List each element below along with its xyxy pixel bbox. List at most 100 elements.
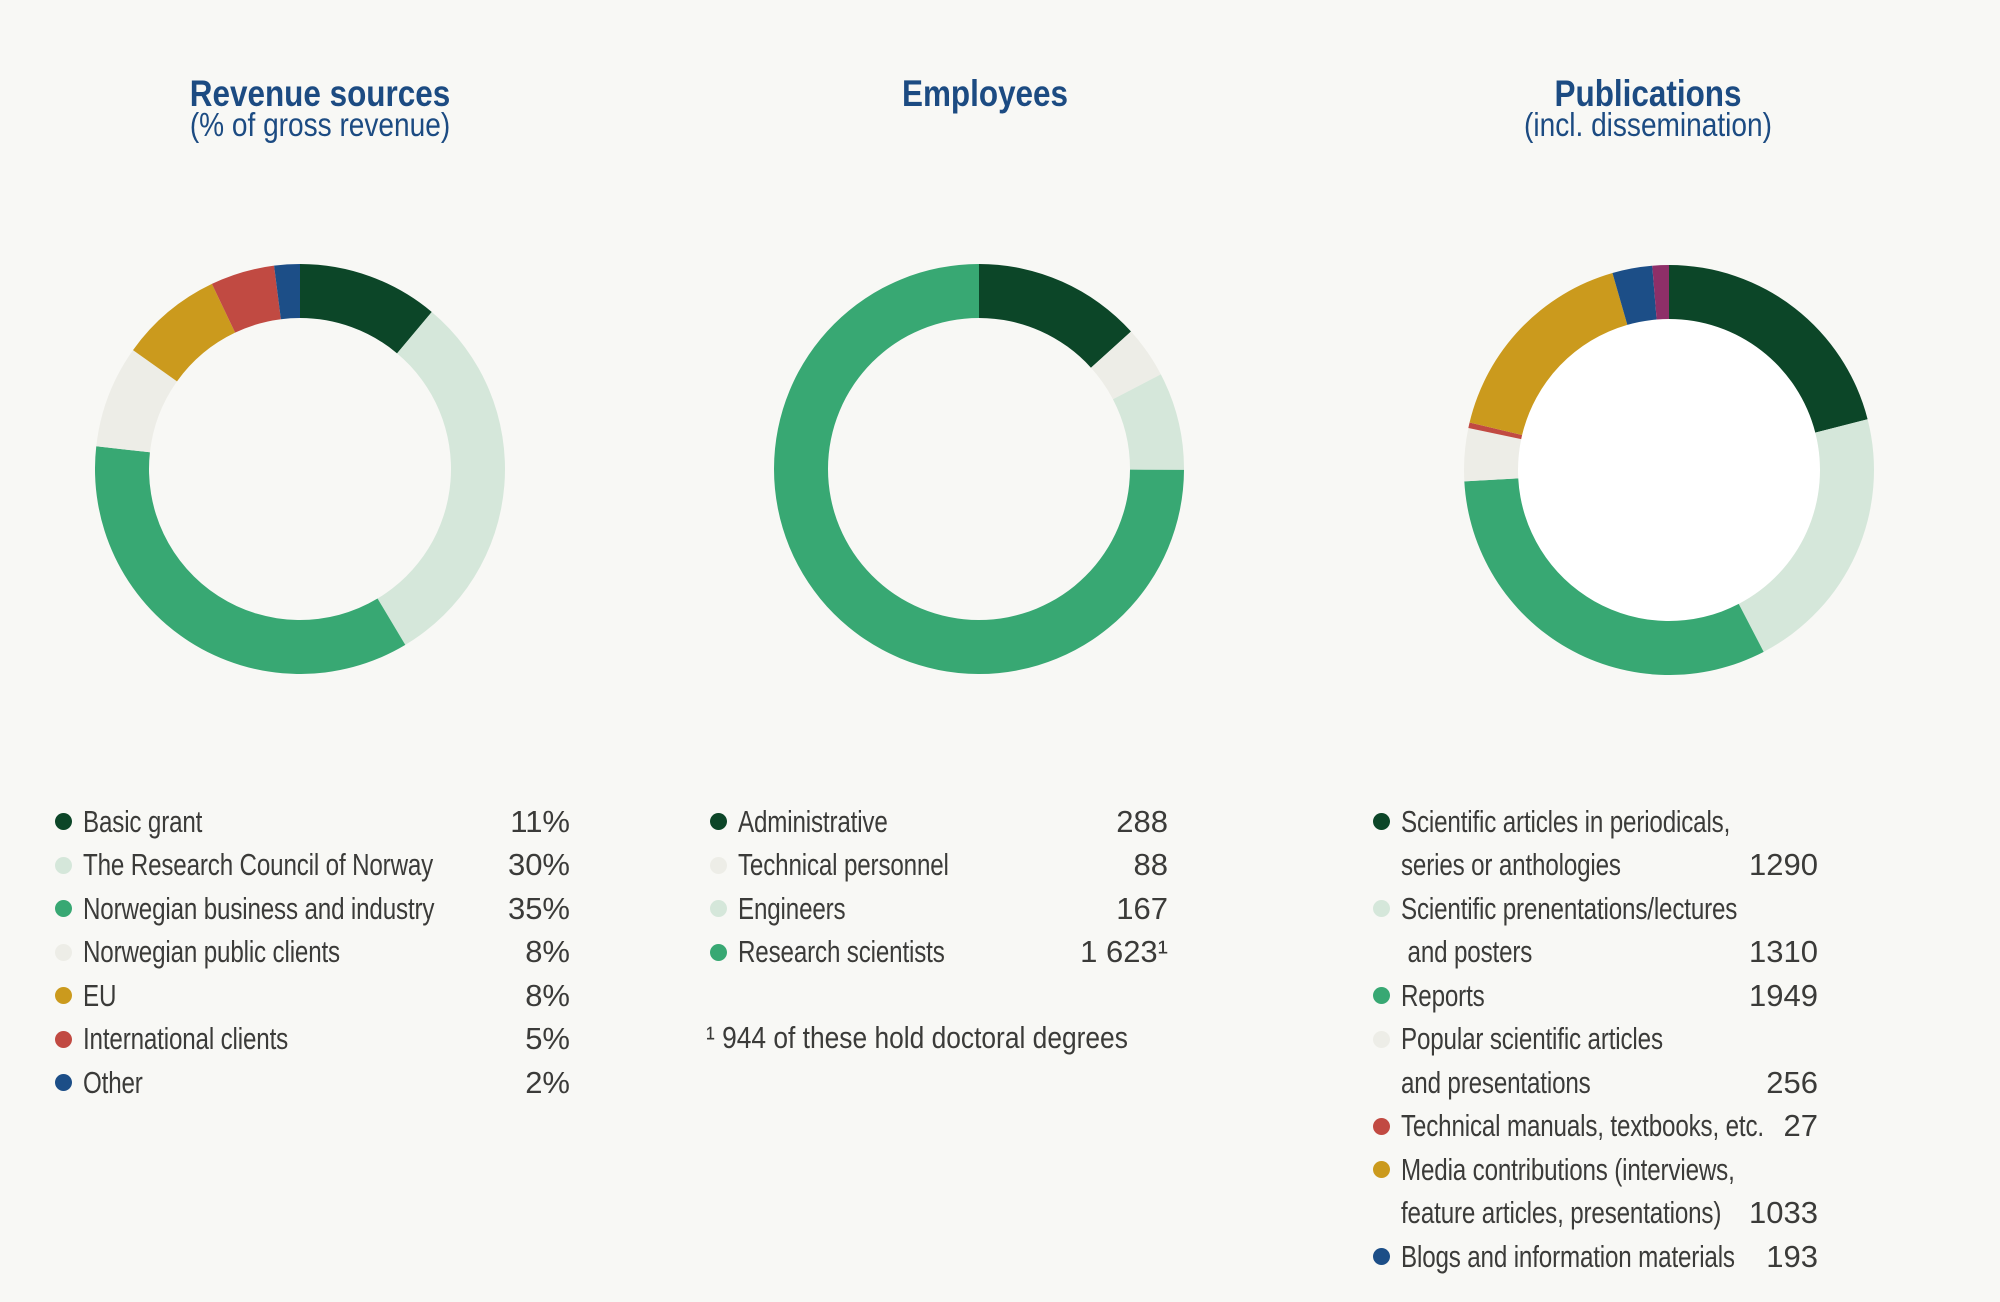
legend-dot xyxy=(1373,1248,1390,1266)
legend-item-line: series or anthologies 1290 xyxy=(1373,844,1818,888)
legend-item-value: 88 xyxy=(1133,847,1168,883)
legend-item-label: Norwegian business and industry xyxy=(83,890,435,926)
legend-item-label: and presentations xyxy=(1401,1064,1591,1100)
publications-legend: Scientific articles in periodicals, serie… xyxy=(1373,800,1818,1279)
legend-item-value: 1 623¹ xyxy=(1080,934,1168,970)
donut-segment-2-7 xyxy=(1652,265,1669,320)
employees-legend: Administrative 288 Technical personnel 88 En… xyxy=(710,800,1168,974)
page-title-employees: Employees xyxy=(901,72,1069,114)
legend-dot xyxy=(55,813,72,831)
legend-item-label: Technical manuals, textbooks, etc. xyxy=(1401,1108,1764,1144)
chart-subtitle-revenue-sources: (% of gross revenue) xyxy=(189,106,451,143)
legend-item-label: Other xyxy=(83,1064,143,1100)
legend-dot xyxy=(710,943,727,961)
legend-item-label: Popular scientific articles xyxy=(1401,1021,1663,1057)
legend-dot xyxy=(55,1074,72,1092)
legend-item-label: Research scientists xyxy=(738,934,945,970)
legend-item-value: 1033 xyxy=(1749,1195,1818,1231)
legend-dot xyxy=(55,900,72,918)
legend-dot xyxy=(1373,987,1390,1005)
legend-dot-spacer xyxy=(1373,1074,1390,1091)
legend-item-label: Basic grant xyxy=(83,803,203,839)
legend-dot xyxy=(55,1030,72,1048)
legend-item-line: Administrative 288 xyxy=(710,800,1168,844)
legend-item-line: feature articles, presentations) 1033 xyxy=(1373,1192,1818,1236)
legend-item-label: Scientific prenentations/lectures xyxy=(1401,890,1738,926)
legend-item-label: The Research Council of Norway xyxy=(83,847,434,883)
legend-item-label: Technical personnel xyxy=(738,847,949,883)
legend-item-label: Engineers xyxy=(738,890,846,926)
legend-dot-spacer xyxy=(1373,944,1390,961)
donut-segment-1-1 xyxy=(1090,331,1161,400)
legend-item-line: Technical personnel 88 xyxy=(710,844,1168,888)
donut-segment-0-4 xyxy=(133,283,236,382)
legend-item-label: series or anthologies xyxy=(1401,847,1621,883)
legend-item-line: International clients 5% xyxy=(55,1018,570,1062)
donut-segment-0-6 xyxy=(274,264,300,320)
legend-item-value: 1310 xyxy=(1749,934,1818,970)
legend-item-label: EU xyxy=(83,977,117,1013)
legend-item-value: 193 xyxy=(1766,1238,1818,1274)
legend-item-label: Blogs and information materials xyxy=(1401,1238,1735,1274)
donut-segment-2-4 xyxy=(1468,422,1523,440)
legend-item-line: Norwegian public clients 8% xyxy=(55,931,570,975)
legend-item-label: and posters xyxy=(1401,934,1533,970)
page-title-publications: Publications xyxy=(1554,72,1742,114)
legend-item-value: 30% xyxy=(507,847,570,883)
donut-segment-0-1 xyxy=(377,311,505,645)
legend-item-value: 167 xyxy=(1116,890,1168,926)
legend-dot xyxy=(1373,1030,1390,1048)
legend-item-value: 1949 xyxy=(1749,977,1818,1013)
legend-dot xyxy=(55,856,72,874)
donut-hole xyxy=(1518,319,1820,621)
legend-item-value: 2% xyxy=(525,1064,570,1100)
legend-item-line: Blogs and information materials 193 xyxy=(1373,1235,1818,1279)
donut-segment-0-0 xyxy=(300,264,432,354)
legend-item-label: Reports xyxy=(1401,977,1485,1013)
legend-item-line: Technical manuals, textbooks, etc. 27 xyxy=(1373,1105,1818,1149)
donut-segment-2-1 xyxy=(1738,419,1874,652)
legend-item-value: 256 xyxy=(1766,1064,1818,1100)
chart-subtitle-publications: (incl. dissemination) xyxy=(1524,106,1772,143)
legend-dot xyxy=(710,856,727,874)
legend-item-line: Norwegian business and industry 35% xyxy=(55,887,570,931)
legend-item-line: EU 8% xyxy=(55,974,570,1018)
legend-item-value: 35% xyxy=(507,890,570,926)
legend-dot xyxy=(710,900,727,918)
legend-dot xyxy=(1373,1161,1390,1179)
donut-segment-2-3 xyxy=(1464,428,1522,482)
legend-dot xyxy=(55,943,72,961)
legend-item-label: feature articles, presentations) xyxy=(1401,1195,1722,1231)
publications-donut-chart xyxy=(1464,265,1874,675)
legend-item-line: Scientific prenentations/lectures xyxy=(1373,887,1818,931)
donut-segment-2-5 xyxy=(1469,272,1628,435)
employees-donut-chart xyxy=(774,264,1184,674)
legend-item-line: Scientific articles in periodicals, xyxy=(1373,800,1818,844)
legend-dot xyxy=(1373,900,1390,918)
legend-dot-spacer xyxy=(1373,857,1390,874)
legend-item-value: 5% xyxy=(525,1021,570,1057)
legend-item-line: Basic grant 11% xyxy=(55,800,570,844)
legend-dot-spacer xyxy=(1373,1205,1390,1222)
donut-segment-0-3 xyxy=(96,350,177,453)
page-title-revenue-sources: Revenue sources xyxy=(189,72,451,114)
legend-item-line: Other 2% xyxy=(55,1061,570,1105)
legend-item-label: Media contributions (interviews, xyxy=(1401,1151,1735,1187)
donut-segment-2-6 xyxy=(1612,265,1657,325)
donut-segment-2-0 xyxy=(1669,265,1868,433)
legend-item-line: Media contributions (interviews, xyxy=(1373,1148,1818,1192)
legend-item-label: International clients xyxy=(83,1021,289,1057)
legend-item-line: Popular scientific articles xyxy=(1373,1018,1818,1062)
legend-dot xyxy=(1373,1117,1390,1135)
legend-item-value: 8% xyxy=(525,934,570,970)
legend-item-value: 11% xyxy=(510,803,570,839)
revenue-sources-legend: Basic grant 11% The Research Council of No… xyxy=(55,800,570,1105)
donut-segment-1-0 xyxy=(979,264,1132,368)
legend-item-label: Norwegian public clients xyxy=(83,934,340,970)
doctoral-degrees-footnote: ¹ 944 of these hold doctoral degrees xyxy=(706,1020,1128,1055)
legend-item-line: and presentations 256 xyxy=(1373,1061,1818,1105)
legend-item-value: 288 xyxy=(1116,803,1168,839)
revenue-sources-donut-chart xyxy=(95,264,505,674)
legend-item-line: The Research Council of Norway 30% xyxy=(55,844,570,888)
legend-item-line: Research scientists 1 623¹ xyxy=(710,931,1168,975)
